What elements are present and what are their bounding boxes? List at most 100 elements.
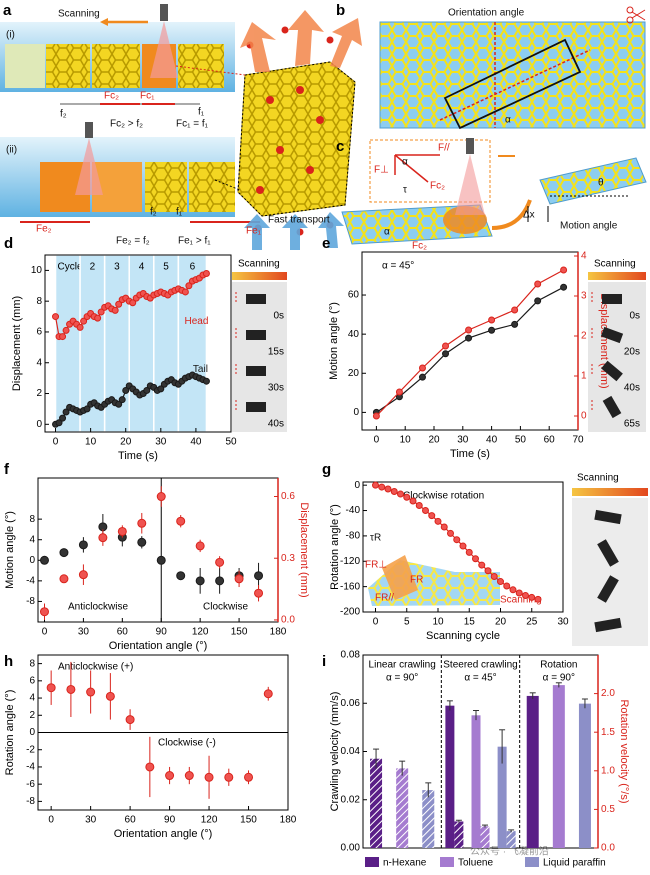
y-tick-label: -4 — [26, 762, 35, 773]
data-point — [440, 523, 448, 531]
bar — [552, 685, 565, 848]
x-tick-label: 20 — [120, 437, 132, 448]
figure-text: Scanning — [58, 9, 100, 20]
y2-tick-label: 1.0 — [601, 765, 615, 776]
group-subtitle: α = 45° — [464, 673, 496, 684]
data-point — [224, 772, 234, 782]
x-tick-label: 120 — [201, 815, 218, 826]
data-point — [97, 308, 105, 316]
annotation: Anticlockwise (+) — [58, 662, 133, 673]
data-point — [244, 772, 254, 782]
data-point — [459, 542, 467, 550]
data-point — [195, 541, 205, 551]
data-point — [78, 540, 88, 550]
figure-text: f₂ — [150, 207, 157, 218]
cycle-label: Cycle 1 — [58, 262, 92, 273]
photo-caption: Scanning — [238, 259, 280, 270]
data-point — [378, 483, 386, 491]
data-point — [254, 588, 264, 598]
panel-label: b — [336, 2, 345, 19]
x-tick-label: 30 — [85, 815, 97, 826]
data-point — [415, 501, 423, 509]
annotation: Clockwise (-) — [158, 738, 216, 749]
figure-text: Fast transport — [268, 215, 330, 226]
cycle-label: 6 — [190, 262, 196, 273]
x-tick-label: 0 — [42, 627, 48, 638]
annotation: Clockwise rotation — [403, 491, 484, 502]
inset-label: FR — [410, 575, 423, 586]
annotation: α = 45° — [382, 261, 414, 272]
y-tick-label: 0 — [29, 555, 35, 566]
data-point — [59, 414, 67, 422]
x-tick-label: 10 — [400, 435, 412, 446]
photo-time: 0s — [629, 311, 640, 322]
data-point — [503, 582, 511, 590]
data-point — [137, 537, 147, 547]
photo-sample — [602, 395, 622, 419]
x-tick-label: 20 — [495, 617, 507, 628]
data-point — [534, 280, 542, 288]
x-tick-label: 180 — [280, 815, 297, 826]
y-tick-label: -120 — [340, 556, 360, 567]
data-point — [86, 687, 96, 697]
data-point — [202, 269, 210, 277]
data-point — [83, 405, 91, 413]
figure-text: F⊥ — [374, 165, 389, 176]
y-tick-label: -80 — [346, 531, 361, 542]
data-point — [78, 570, 88, 580]
data-point — [484, 567, 492, 575]
y-tick-label: -6 — [26, 779, 35, 790]
y-tick-label: 0 — [36, 419, 42, 430]
x-axis-title: Orientation angle (°) — [109, 640, 208, 652]
data-point — [509, 586, 517, 594]
y-tick-label: 60 — [348, 290, 360, 301]
data-point — [122, 386, 130, 394]
x-tick-label: 10 — [85, 437, 97, 448]
legend-label: n-Hexane — [383, 858, 427, 869]
bar — [445, 705, 455, 848]
data-point — [478, 561, 486, 569]
cycle-band — [128, 254, 155, 433]
x-axis-title: Time (s) — [118, 450, 158, 462]
bar — [370, 758, 383, 848]
y-tick-label: 6 — [36, 327, 42, 338]
figure-text: α — [505, 115, 511, 126]
data-point — [472, 555, 479, 563]
figure-text: f₂ — [60, 109, 67, 120]
data-point — [195, 576, 205, 586]
y2-tick-label: 0.6 — [281, 491, 295, 502]
series-line — [375, 269, 564, 417]
data-point — [80, 317, 88, 325]
annotation: Anticlockwise — [68, 602, 128, 613]
x-tick-label: 120 — [192, 627, 209, 638]
y-tick-label: 8 — [36, 296, 42, 307]
data-point — [117, 526, 127, 536]
x-tick-label: 30 — [457, 435, 469, 446]
data-point — [62, 408, 70, 416]
panel-a-art — [0, 4, 362, 250]
y2-tick-label: 1.5 — [601, 727, 615, 738]
group-subtitle: α = 90° — [543, 673, 575, 684]
y-tick-label: 40 — [348, 329, 360, 340]
x-axis-title: Scanning cycle — [426, 630, 500, 642]
figure-text: (ii) — [6, 145, 17, 156]
x-tick-label: 40 — [190, 437, 202, 448]
data-point — [204, 772, 214, 782]
y-tick-label: 4 — [29, 534, 35, 545]
figure-text: θ — [598, 178, 604, 189]
group-title: Rotation — [540, 660, 577, 671]
bar — [526, 695, 539, 848]
y-axis-title: Crawling velocity (mm/s) — [329, 692, 341, 812]
group-title: Steered crawling — [443, 660, 517, 671]
y-tick-label: 4 — [36, 357, 42, 368]
x-tick-label: 10 — [432, 617, 444, 628]
legend-swatch — [365, 857, 379, 867]
data-point — [176, 516, 186, 526]
y2-tick-label: 2.0 — [601, 688, 615, 699]
data-point — [384, 485, 392, 493]
plot-frame — [44, 254, 232, 433]
panel-b-art — [379, 6, 646, 130]
data-point — [55, 419, 63, 427]
x-tick-label: 150 — [240, 815, 257, 826]
y-tick-label: -160 — [340, 581, 360, 592]
